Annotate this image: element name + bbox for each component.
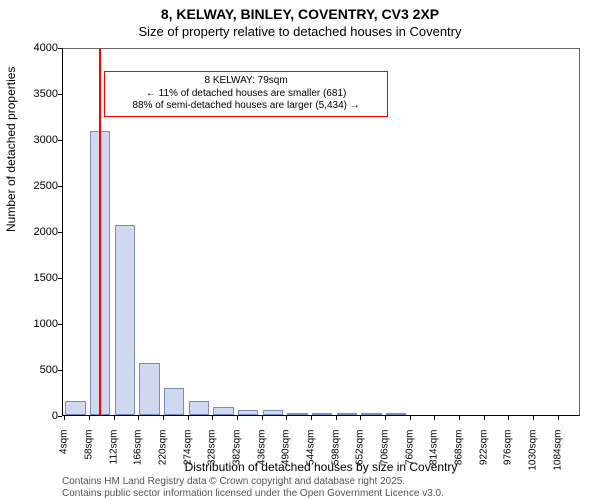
histogram-bar <box>312 413 332 415</box>
histogram-bar <box>287 413 307 415</box>
x-tick-mark <box>336 416 337 420</box>
y-tick-label: 1500 <box>34 272 58 284</box>
histogram-bar <box>386 413 406 415</box>
histogram-bar <box>65 401 85 415</box>
x-tick-mark <box>138 416 139 420</box>
y-tick-label: 4000 <box>34 42 58 54</box>
histogram-bar <box>213 407 233 415</box>
histogram-bar <box>238 410 258 415</box>
annot-line-1: 8 KELWAY: 79sqm <box>111 75 380 88</box>
x-tick-mark <box>459 416 460 420</box>
plot-area: 8 KELWAY: 79sqm← 11% of detached houses … <box>62 48 580 416</box>
y-tick-mark <box>58 278 62 279</box>
x-tick-mark <box>237 416 238 420</box>
x-tick-mark <box>533 416 534 420</box>
x-tick-mark <box>434 416 435 420</box>
y-tick-mark <box>58 48 62 49</box>
histogram-bar <box>139 363 159 415</box>
subtitle: Size of property relative to detached ho… <box>0 24 600 39</box>
y-tick-mark <box>58 94 62 95</box>
y-tick-mark <box>58 232 62 233</box>
x-tick-mark <box>163 416 164 420</box>
histogram-bar <box>189 401 209 415</box>
y-tick-mark <box>58 186 62 187</box>
y-tick-mark <box>58 416 62 417</box>
x-tick-mark <box>508 416 509 420</box>
y-axis-label: Number of detached properties <box>4 67 18 232</box>
x-tick-mark <box>311 416 312 420</box>
y-tick-label: 3000 <box>34 134 58 146</box>
y-tick-label: 2500 <box>34 180 58 192</box>
y-tick-label: 2000 <box>34 226 58 238</box>
x-tick-mark <box>64 416 65 420</box>
x-tick-mark <box>286 416 287 420</box>
y-tick-label: 3500 <box>34 88 58 100</box>
x-tick-mark <box>558 416 559 420</box>
y-tick-label: 500 <box>40 364 58 376</box>
x-tick-mark <box>188 416 189 420</box>
annot-line-2: ← 11% of detached houses are smaller (68… <box>111 88 380 101</box>
histogram-bar <box>164 388 184 415</box>
x-tick-mark <box>262 416 263 420</box>
y-tick-label: 1000 <box>34 318 58 330</box>
x-tick-mark <box>89 416 90 420</box>
footer-2: Contains public sector information licen… <box>62 488 444 499</box>
x-tick-mark <box>114 416 115 420</box>
annot-line-3: 88% of semi-detached houses are larger (… <box>111 100 380 113</box>
title: 8, KELWAY, BINLEY, COVENTRY, CV3 2XP <box>0 6 600 22</box>
x-axis-label: Distribution of detached houses by size … <box>62 460 580 474</box>
marker-line <box>99 49 101 415</box>
x-tick-mark <box>212 416 213 420</box>
histogram-bar <box>337 413 357 415</box>
x-tick-mark <box>360 416 361 420</box>
histogram-bar <box>115 225 135 415</box>
x-tick-mark <box>410 416 411 420</box>
y-tick-mark <box>58 140 62 141</box>
x-tick-mark <box>484 416 485 420</box>
chart-container: 8, KELWAY, BINLEY, COVENTRY, CV3 2XP Siz… <box>0 0 600 500</box>
histogram-bar <box>361 413 381 415</box>
y-tick-mark <box>58 370 62 371</box>
x-tick-mark <box>385 416 386 420</box>
histogram-bar <box>263 410 283 415</box>
footer-1: Contains HM Land Registry data © Crown c… <box>62 476 405 487</box>
y-tick-mark <box>58 324 62 325</box>
annotation-box: 8 KELWAY: 79sqm← 11% of detached houses … <box>104 71 387 117</box>
